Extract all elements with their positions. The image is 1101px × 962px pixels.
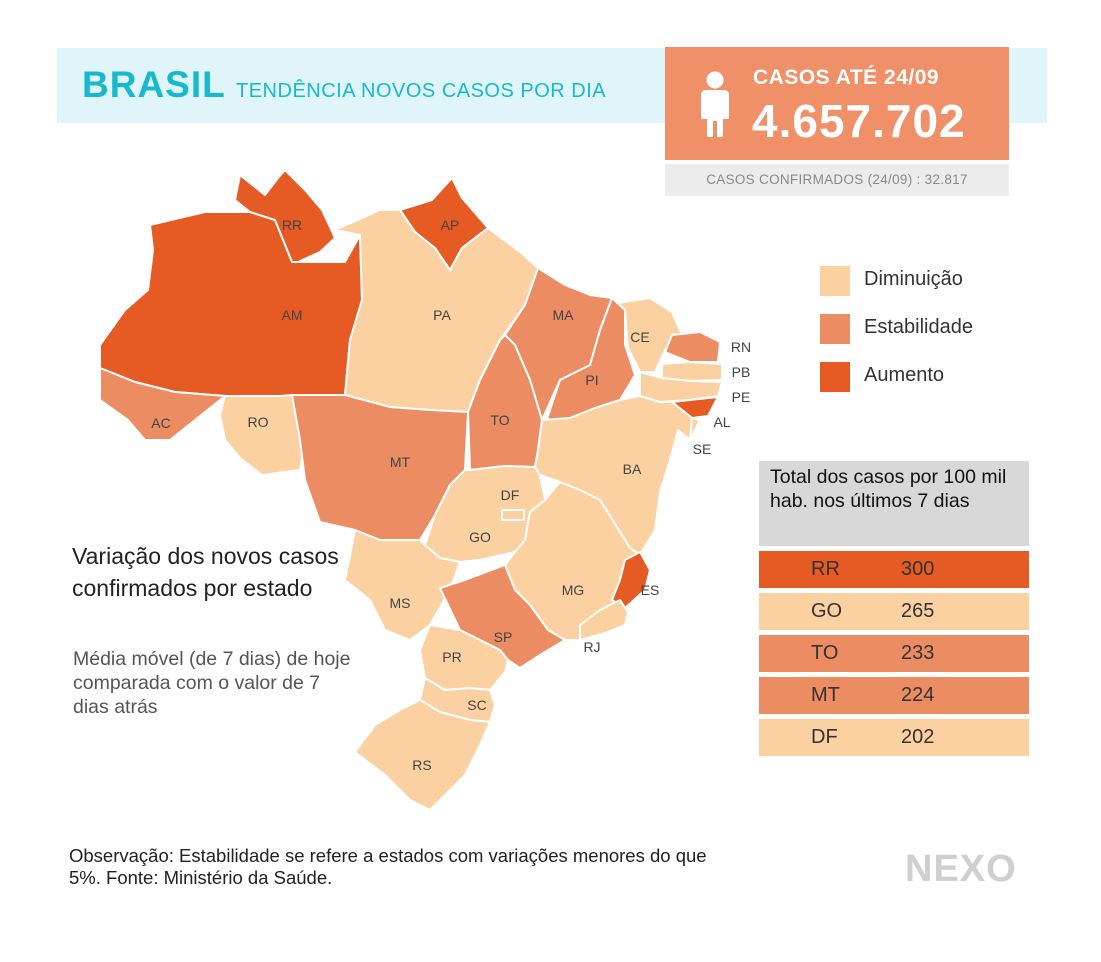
page-title: BRASIL xyxy=(82,64,226,105)
uf-label-PA: PA xyxy=(433,307,451,323)
state-CE xyxy=(617,297,683,373)
state-AC xyxy=(99,367,226,441)
uf-label-AM: AM xyxy=(282,307,303,323)
uf-label-MS: MS xyxy=(390,595,411,611)
uf-label-PB: PB xyxy=(732,364,751,380)
state-RS xyxy=(354,699,491,811)
variation-title: Variação dos novos casos confirmados por… xyxy=(72,543,339,601)
cases-value: 4.657.702 xyxy=(752,95,966,147)
table-cell-uf: GO xyxy=(811,600,843,622)
uf-label-SE: SE xyxy=(693,441,712,457)
legend-label: Diminuição xyxy=(864,268,963,290)
uf-label-MA: MA xyxy=(553,307,575,323)
uf-label-MT: MT xyxy=(390,454,411,470)
uf-label-AC: AC xyxy=(151,415,170,431)
uf-label-RR: RR xyxy=(282,217,302,233)
uf-label-RJ: RJ xyxy=(583,639,600,655)
table-cell-value: 202 xyxy=(901,726,935,748)
cases-label: CASOS ATÉ 24/09 xyxy=(753,66,940,89)
source-note: Observação: Estabilidade se refere a est… xyxy=(69,845,707,888)
uf-label-DF: DF xyxy=(501,487,520,503)
state-RR xyxy=(234,169,336,263)
table-cell-value: 233 xyxy=(901,642,935,664)
page-subtitle: TENDÊNCIA NOVOS CASOS POR DIA xyxy=(236,80,607,102)
table-cell-value: 224 xyxy=(901,684,935,706)
legend-label: Estabilidade xyxy=(864,316,973,338)
uf-label-CE: CE xyxy=(630,329,649,345)
uf-label-ES: ES xyxy=(641,582,660,598)
state-ES xyxy=(611,551,651,609)
uf-label-PE: PE xyxy=(732,389,751,405)
uf-label-RN: RN xyxy=(731,339,751,355)
table-cell-value: 300 xyxy=(901,558,935,580)
state-RO xyxy=(219,394,306,476)
state-DF xyxy=(501,509,525,521)
legend-swatch xyxy=(820,266,850,296)
table-cell-uf: RR xyxy=(811,558,840,580)
state-BA xyxy=(534,395,693,556)
state-RN xyxy=(664,331,721,363)
table-cell-uf: MT xyxy=(811,684,840,706)
table-row: DF 202 xyxy=(759,719,1029,756)
uf-label-RO: RO xyxy=(248,414,269,430)
cases-table: Total dos casos por 100 mil hab. nos últ… xyxy=(759,461,1029,756)
table-cell-uf: DF xyxy=(811,726,838,748)
person-icon xyxy=(701,71,729,137)
table-cell-value: 265 xyxy=(901,600,935,622)
table-row: TO 233 xyxy=(759,635,1029,672)
legend-label: Aumento xyxy=(864,364,945,386)
nexo-logo: NEXO xyxy=(905,848,1017,890)
state-RJ xyxy=(579,599,629,641)
confirmed-cases: CASOS CONFIRMADOS (24/09) : 32.817 xyxy=(665,164,1009,196)
uf-label-SC: SC xyxy=(467,697,486,713)
uf-label-SP: SP xyxy=(494,629,513,645)
uf-label-PR: PR xyxy=(442,649,461,665)
table-cell-uf: TO xyxy=(811,642,839,664)
table-row: RR 300 xyxy=(759,551,1029,588)
table-row: GO 265 xyxy=(759,593,1029,630)
uf-label-PI: PI xyxy=(585,372,598,388)
uf-label-MG: MG xyxy=(562,582,585,598)
table-header: Total dos casos por 100 mil hab. nos últ… xyxy=(759,461,1029,546)
uf-label-AP: AP xyxy=(441,217,460,233)
table-row: MT 224 xyxy=(759,677,1029,714)
uf-label-BA: BA xyxy=(623,461,642,477)
variation-description: Média móvel (de 7 dias) de hoje comparad… xyxy=(73,648,351,718)
legend-swatch xyxy=(820,362,850,392)
legend-swatch xyxy=(820,314,850,344)
uf-label-TO: TO xyxy=(490,412,509,428)
uf-label-GO: GO xyxy=(469,529,491,545)
uf-label-AL: AL xyxy=(713,414,730,430)
state-PR xyxy=(419,624,509,691)
uf-label-RS: RS xyxy=(412,757,431,773)
state-labels: RR AP AM PA MA CE RN PB PE AL SE PI TO B… xyxy=(151,217,751,773)
